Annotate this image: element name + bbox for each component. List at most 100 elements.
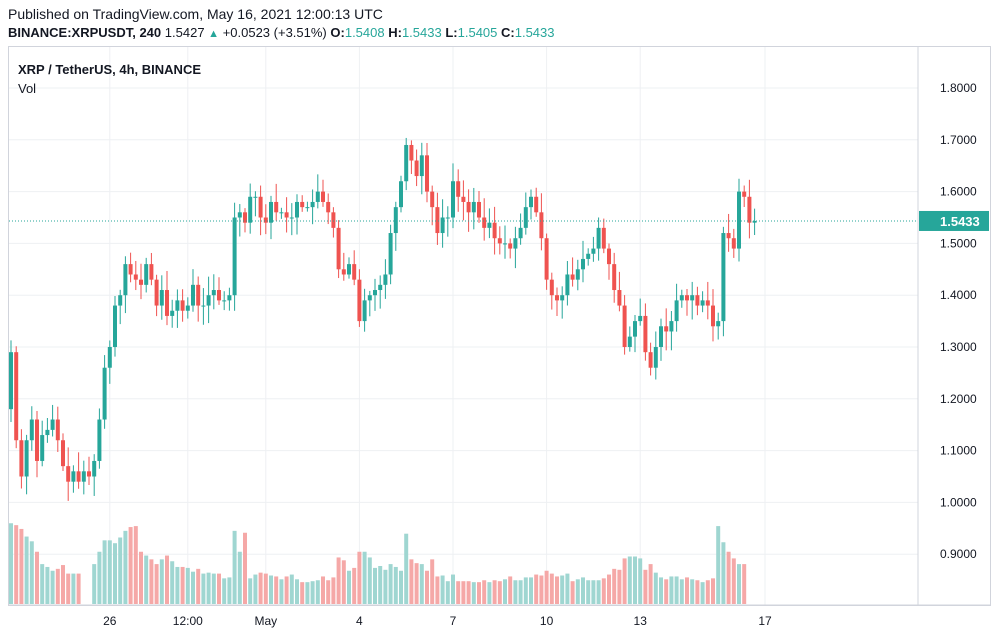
candle-body <box>742 191 747 197</box>
candle-body <box>737 191 741 249</box>
candle-body <box>653 347 658 368</box>
y-tick-label: 1.2000 <box>940 392 977 406</box>
volume-bar <box>581 577 585 604</box>
candle-body <box>295 201 299 218</box>
time-axis: 26 12:00 May 4 7 10 13 17 <box>9 604 990 628</box>
open-label: O: <box>330 25 345 40</box>
volume-bar <box>659 577 663 604</box>
volume-bar <box>638 558 643 604</box>
candle-body <box>705 300 710 306</box>
volume-bar <box>503 579 507 604</box>
volume-bar <box>295 579 299 604</box>
volume-bar <box>549 573 554 604</box>
candle-body <box>404 144 409 182</box>
x-tick-label: 13 <box>634 614 648 628</box>
candle-body <box>274 201 279 213</box>
candle-body <box>55 419 60 441</box>
volume-bar <box>466 581 471 604</box>
volume-bar <box>357 551 362 604</box>
candle-body <box>19 440 24 477</box>
candle-body <box>113 305 117 347</box>
volume-bar <box>388 564 393 604</box>
x-tick-label: 12:00 <box>173 614 203 628</box>
candle-body <box>492 222 497 239</box>
candle-body <box>633 321 637 337</box>
volume-bar <box>326 580 331 604</box>
candle-body <box>305 207 310 209</box>
candle-body <box>549 279 554 296</box>
volume-bar <box>695 580 700 604</box>
volume-bar <box>24 536 29 604</box>
candle-body <box>685 295 689 301</box>
candle-body <box>508 243 513 249</box>
candle-body <box>206 295 211 306</box>
candle-body <box>279 212 284 214</box>
candle-body <box>534 196 539 213</box>
volume-bar <box>575 579 580 604</box>
candle-body <box>523 207 528 228</box>
volume-bar <box>690 579 695 604</box>
volume-bar <box>627 556 632 604</box>
candle-body <box>638 315 643 322</box>
volume-bar <box>274 576 279 604</box>
candle-body <box>269 201 273 223</box>
volume-bar <box>144 555 149 604</box>
volume-bar <box>321 576 325 604</box>
volume-bars <box>9 523 747 604</box>
published-note: Published on TradingView.com, May 16, 20… <box>8 6 383 22</box>
volume-bar <box>118 537 123 604</box>
candle-body <box>300 201 305 208</box>
candle-body <box>591 248 596 254</box>
candle-body <box>196 284 201 306</box>
candle-body <box>315 191 320 202</box>
candle-body <box>731 238 736 249</box>
volume-bar <box>35 551 39 604</box>
candle-body <box>352 264 357 280</box>
volume-bar <box>373 567 377 604</box>
candle-body <box>503 243 507 245</box>
volume-bar <box>66 573 71 604</box>
volume-bar <box>487 582 492 604</box>
volume-bar <box>570 581 575 604</box>
x-tick-label: 17 <box>758 614 772 628</box>
volume-bar <box>399 570 403 604</box>
candle-body <box>752 220 757 223</box>
volume-bar <box>685 577 689 604</box>
volume-bar <box>643 569 648 604</box>
volume-bar <box>305 582 310 604</box>
candle-body <box>170 310 175 316</box>
candle-body <box>726 233 731 239</box>
candle-body <box>191 284 195 306</box>
candle-body <box>544 238 549 280</box>
volume-bar <box>430 559 435 604</box>
candle-body <box>601 227 606 249</box>
candle-body <box>357 279 362 322</box>
candle-body <box>373 290 377 296</box>
candle-body <box>185 305 190 311</box>
volume-bar <box>341 560 346 604</box>
high-label: H: <box>388 25 402 40</box>
candle-body <box>35 419 39 461</box>
volume-bar <box>315 580 320 604</box>
volume-bar <box>731 558 736 604</box>
candle-body <box>107 347 112 368</box>
volume-bar <box>737 564 741 604</box>
volume-bar <box>544 570 549 604</box>
volume-bar <box>560 575 565 604</box>
candle-body <box>227 295 232 301</box>
volume-bar <box>331 577 336 604</box>
volume-bar <box>310 581 315 604</box>
volume-bar <box>633 556 637 604</box>
y-tick-label: 1.8000 <box>940 81 977 95</box>
candle-body <box>596 227 601 249</box>
volume-bar <box>534 574 539 604</box>
candle-body <box>487 222 492 228</box>
volume-bar <box>269 575 273 604</box>
volume-bar <box>211 573 216 604</box>
last-price-tag-label: 1.5433 <box>940 214 980 229</box>
volume-bar <box>336 557 341 604</box>
candle-body <box>586 253 591 259</box>
symbol-label: BINANCE:XRPUSDT, 240 <box>8 25 162 40</box>
candle-body <box>154 279 159 306</box>
